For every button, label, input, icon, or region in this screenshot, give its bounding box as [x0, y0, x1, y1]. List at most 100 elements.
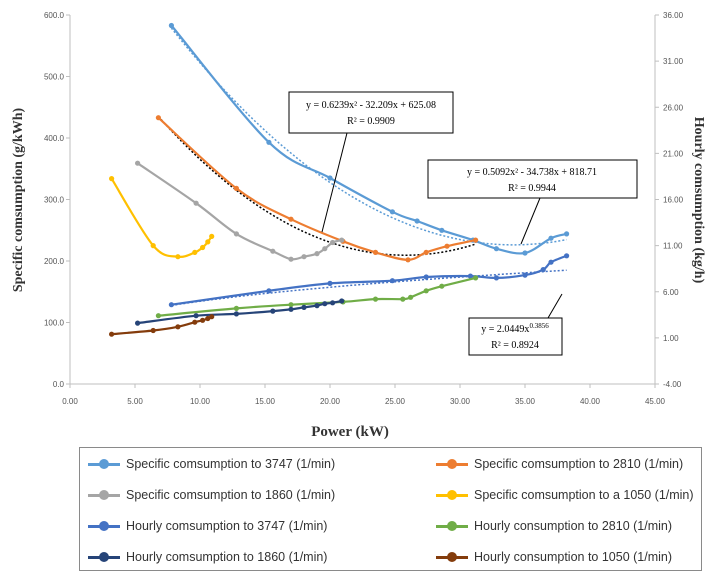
- left-axis-title: Specific comsumption (g/kWh): [11, 107, 26, 292]
- legend-entry: Specific comsumption to 3747 (1/min): [80, 448, 428, 479]
- data-point: [540, 267, 546, 273]
- series-line: [136, 162, 342, 261]
- data-point: [205, 315, 211, 322]
- right-tick-label: 6.00: [663, 288, 679, 297]
- data-point: [372, 296, 379, 302]
- annotation-leader: [547, 293, 563, 319]
- data-point: [193, 200, 199, 206]
- data-point: [288, 216, 294, 222]
- legend-swatch: [436, 520, 468, 531]
- right-tick-label: -4.00: [663, 380, 682, 389]
- x-axis-title: Power (kW): [311, 424, 389, 440]
- data-point: [175, 324, 181, 330]
- data-point: [233, 231, 239, 237]
- legend-entry: Hourly consumption to 1050 (1/min): [428, 541, 703, 572]
- data-point: [493, 275, 499, 281]
- data-point: [155, 313, 161, 319]
- data-point: [168, 22, 174, 29]
- data-point: [288, 306, 294, 312]
- legend-label: Hourly consumption to 1050 (1/min): [474, 549, 673, 564]
- data-point: [339, 237, 345, 243]
- left-tick-label: 200.0: [44, 257, 65, 266]
- series-line: [137, 299, 342, 325]
- series-8: [109, 314, 215, 337]
- series-7: [135, 298, 345, 326]
- trendline-annotations: y = 0.6239x² - 32.209x + 625.08 R² = 0.9…: [288, 91, 638, 356]
- data-point: [389, 209, 395, 215]
- data-point: [200, 317, 206, 323]
- legend-label: Hourly consumption to 2810 (1/min): [474, 518, 673, 533]
- data-point: [150, 327, 156, 334]
- data-point: [288, 302, 294, 308]
- series-line: [171, 254, 567, 306]
- data-point: [372, 249, 379, 255]
- data-point: [522, 272, 528, 278]
- x-tick-label: 25.00: [385, 397, 406, 406]
- data-point: [405, 257, 411, 263]
- legend-entry: Hourly consumption to 2810 (1/min): [428, 510, 703, 541]
- legend-label: Hourly comsumption to 1860 (1/min): [126, 549, 328, 564]
- data-point: [423, 288, 429, 294]
- data-point: [339, 298, 345, 304]
- data-point: [266, 288, 272, 294]
- data-point: [444, 243, 450, 249]
- data-point: [314, 251, 320, 257]
- series-line: [158, 276, 476, 317]
- data-point: [233, 305, 239, 311]
- legend-swatch: [88, 551, 120, 562]
- x-tick-label: 10.00: [190, 397, 211, 406]
- data-point: [564, 231, 570, 237]
- data-point: [288, 256, 294, 262]
- legend-entry: Hourly comsumption to 1860 (1/min): [80, 541, 428, 572]
- data-point: [408, 294, 414, 300]
- left-tick-label: 600.0: [44, 11, 65, 20]
- data-point: [423, 249, 429, 255]
- legend-swatch: [88, 489, 120, 500]
- legend-label: Hourly comsumption to 3747 (1/min): [126, 518, 328, 533]
- data-point: [414, 218, 420, 224]
- legend-label: Specific comsumption to 2810 (1/min): [474, 456, 684, 471]
- series-line: [110, 178, 213, 258]
- series-line: [170, 24, 567, 255]
- axes: 0.00 5.00 10.00 15.00 20.00 25.00 30.00 35.00 40…: [44, 11, 684, 406]
- r-squared-text: R² = 0.8924: [491, 340, 539, 351]
- data-point: [564, 253, 570, 259]
- left-tick-label: 300.0: [44, 196, 65, 205]
- x-tick-label: 0.00: [62, 397, 78, 406]
- legend-swatch: [88, 458, 120, 469]
- data-point: [314, 303, 320, 309]
- trendline: [170, 27, 567, 246]
- r-squared-text: R² = 0.9944: [508, 183, 556, 194]
- chart-plot: 0.00 5.00 10.00 15.00 20.00 25.00 30.00 35.00 40…: [11, 11, 706, 440]
- data-point: [330, 300, 336, 306]
- series-5: [168, 253, 570, 308]
- data-point: [109, 176, 115, 182]
- series-4: [109, 176, 215, 260]
- series-1: [168, 22, 570, 256]
- right-tick-label: 36.00: [663, 11, 684, 20]
- data-point: [400, 296, 406, 302]
- equation-box: [427, 159, 638, 199]
- right-tick-label: 21.00: [663, 149, 684, 158]
- data-point: [270, 248, 276, 254]
- data-point: [327, 175, 333, 181]
- data-point: [209, 233, 215, 239]
- data-point: [301, 304, 307, 310]
- left-tick-label: 100.0: [44, 319, 65, 328]
- equation-text: y = 0.5092x² - 34.738x + 818.71: [467, 167, 597, 178]
- x-tick-label: 35.00: [515, 397, 536, 406]
- legend-swatch: [436, 458, 468, 469]
- x-tick-label: 5.00: [127, 397, 143, 406]
- right-tick-label: 11.00: [663, 242, 683, 251]
- data-point: [135, 160, 141, 166]
- data-point: [301, 254, 307, 260]
- data-point: [467, 273, 473, 279]
- right-axis-title: Hourly comsumption (kg/h): [691, 117, 706, 284]
- data-point: [135, 320, 141, 326]
- data-point: [327, 280, 333, 286]
- data-point: [209, 314, 215, 320]
- data-point: [168, 302, 174, 308]
- r-squared-text: R² = 0.9909: [347, 116, 395, 127]
- series-3: [135, 160, 345, 262]
- data-point: [200, 244, 206, 251]
